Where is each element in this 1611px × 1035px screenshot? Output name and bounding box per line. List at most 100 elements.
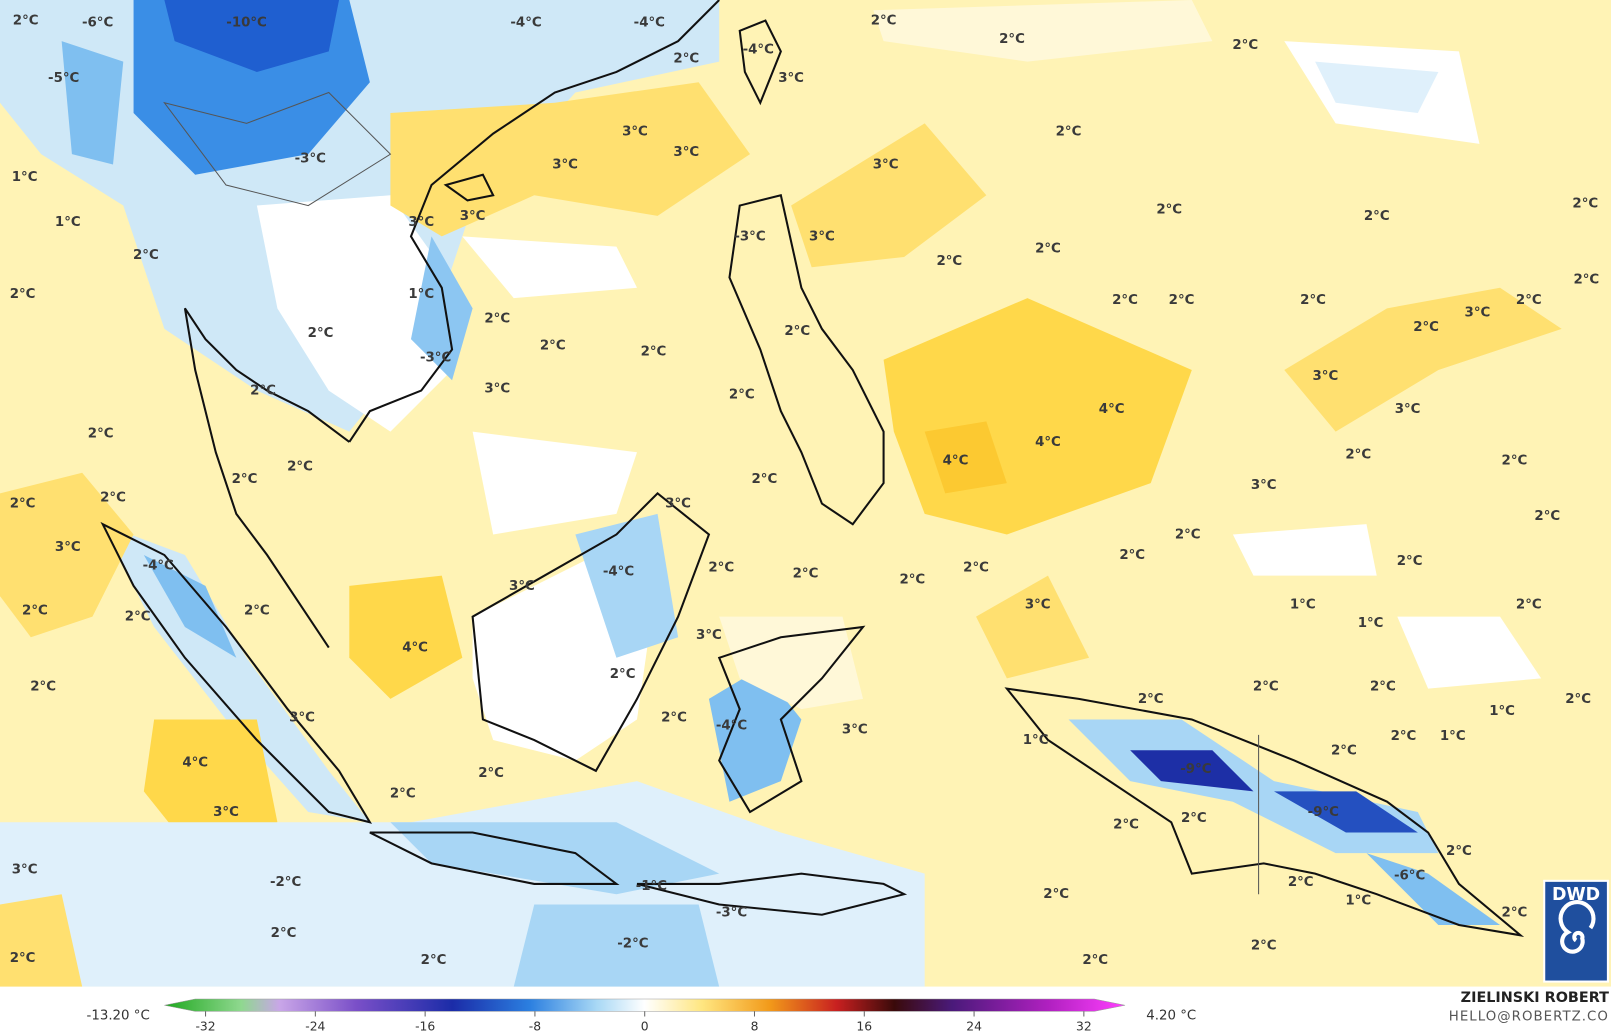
temperature-label: 2°C [1534, 509, 1560, 524]
temperature-label: 4°C [182, 756, 208, 771]
temperature-label: -4°C [743, 42, 774, 57]
temperature-label: 1°C [1358, 616, 1384, 631]
temperature-label: 2°C [784, 324, 810, 339]
temperature-label: -3°C [420, 351, 451, 366]
colorbar-tick-label: -32 [195, 1019, 215, 1033]
temperature-label: 2°C [708, 560, 734, 575]
temperature-label: -9°C [1180, 762, 1211, 777]
colorbar-tick-label: -16 [415, 1019, 435, 1033]
temperature-label: -6°C [82, 16, 113, 31]
dwd-logo: DWD [1543, 879, 1609, 983]
temperature-label: 3°C [809, 229, 835, 244]
temperature-label: 2°C [673, 52, 699, 67]
temperature-label: 3°C [509, 579, 535, 594]
temperature-label: 2°C [1565, 692, 1591, 707]
temperature-label: -5°C [48, 71, 79, 86]
credit-email: HELLO@ROBERTZ.CO [1449, 1009, 1609, 1024]
temperature-label: 2°C [752, 472, 778, 487]
temperature-label: -4°C [143, 558, 174, 573]
temperature-label: 2°C [1502, 453, 1528, 468]
temperature-label: 2°C [1364, 209, 1390, 224]
colorbar-max: 4.20 °C [1146, 1008, 1196, 1023]
temperature-label: 2°C [22, 604, 48, 619]
temperature-labels: 2°C -6°C -10°C -4°C -4°C -5°C 2°C -4°C 3°C 2°C 2°C… [10, 14, 1599, 968]
temperature-label: 3°C [213, 805, 239, 820]
temperature-label: 2°C [1082, 953, 1108, 968]
temperature-label: 2°C [871, 14, 897, 29]
temperature-label: 2°C [1572, 197, 1598, 212]
temperature-label: 2°C [1232, 38, 1258, 53]
colorbar-tick-label: 16 [856, 1019, 872, 1033]
temperature-label: 3°C [842, 723, 868, 738]
temperature-label: 2°C [1119, 548, 1145, 563]
temperature-label: 2°C [308, 326, 334, 341]
colorbar-tick-label: 8 [751, 1019, 759, 1033]
temperature-label: 2°C [271, 926, 297, 941]
colorbar-tick-label: 0 [641, 1019, 649, 1033]
credit-name: ZIELINSKI ROBERT [1461, 990, 1609, 1006]
temperature-label: -6°C [1394, 869, 1425, 884]
logo-spiral [1558, 900, 1596, 954]
temperature-label: 2°C [1391, 729, 1417, 744]
temperature-label: -9°C [1308, 805, 1339, 820]
temperature-label: 2°C [484, 312, 510, 327]
temperature-label: 2°C [1516, 597, 1542, 612]
temperature-label: 3°C [696, 628, 722, 643]
colorbar-tick-label: 24 [966, 1019, 982, 1033]
temperature-label: 2°C [13, 14, 39, 29]
temperature-label: 2°C [1573, 273, 1599, 288]
temperature-label: 2°C [1345, 447, 1371, 462]
temperature-label: 3°C [1465, 305, 1491, 320]
temperature-label: 2°C [661, 710, 687, 725]
temperature-label: 2°C [1138, 692, 1164, 707]
temperature-label: 3°C [460, 209, 486, 224]
temperature-label: 2°C [540, 338, 566, 353]
temperature-label: 3°C [1395, 402, 1421, 417]
temperature-label: 3°C [12, 863, 38, 878]
temperature-label: -4°C [716, 719, 747, 734]
colorbar-tick-label: -8 [529, 1019, 541, 1033]
temperature-label: 1°C [12, 170, 38, 185]
temperature-label: 3°C [484, 382, 510, 397]
temperature-label: 3°C [778, 71, 804, 86]
temperature-label: 2°C [1413, 320, 1439, 335]
temperature-label: 2°C [421, 953, 447, 968]
temperature-label: 3°C [1025, 597, 1051, 612]
temperature-label: 3°C [55, 540, 81, 555]
temperature-label: 2°C [390, 786, 416, 801]
temperature-label: 2°C [1035, 242, 1061, 257]
temperature-label: 2°C [1043, 887, 1069, 902]
temperature-label: 2°C [1112, 293, 1138, 308]
temperature-label: 2°C [133, 248, 159, 263]
temperature-label: 2°C [1253, 680, 1279, 695]
temperature-label: -3°C [716, 906, 747, 921]
temperature-label: 2°C [936, 254, 962, 269]
logo-text: DWD [1552, 885, 1600, 905]
temperature-label: -4°C [634, 16, 665, 31]
temperature-label: 4°C [1099, 402, 1125, 417]
temperature-label: 1°C [408, 287, 434, 302]
temperature-label: 2°C [641, 345, 667, 360]
temperature-label: 2°C [999, 32, 1025, 47]
colorbar-min: -13.20 °C [87, 1008, 150, 1023]
colorbar: -32 -24 -16 -8 0 8 16 24 32 [164, 998, 1126, 1033]
temperature-label: 2°C [793, 567, 819, 582]
temperature-label: 2°C [1056, 125, 1082, 140]
temperature-label: 2°C [250, 384, 276, 399]
temperature-label: 1°C [1023, 733, 1049, 748]
temperature-label: 2°C [1169, 293, 1195, 308]
temperature-label: 2°C [1397, 554, 1423, 569]
temperature-label: 2°C [10, 287, 36, 302]
temperature-label: -10°C [226, 16, 267, 31]
temperature-label: 1°C [1489, 704, 1515, 719]
temperature-label: -3°C [734, 229, 765, 244]
temperature-label: 2°C [478, 766, 504, 781]
temperature-label: 3°C [552, 157, 578, 172]
temperature-label: 4°C [1035, 435, 1061, 450]
temperature-label: 2°C [963, 560, 989, 575]
temperature-label: -1°C [636, 879, 667, 894]
temperature-label: 1°C [1290, 597, 1316, 612]
temperature-label: 3°C [665, 497, 691, 512]
coastlines [100, 0, 1525, 937]
